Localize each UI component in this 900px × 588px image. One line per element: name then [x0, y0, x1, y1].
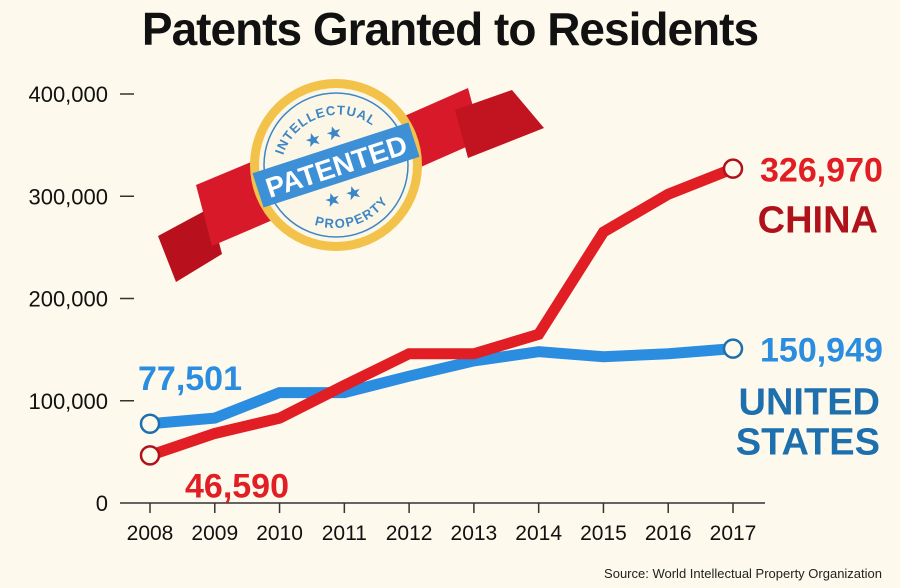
x-tick-label: 2014	[515, 522, 562, 545]
star-icon	[305, 133, 320, 148]
ribbon-right-tail	[455, 90, 544, 158]
data-point-marker	[139, 413, 161, 435]
source-note: Source: World Intellectual Property Orga…	[604, 566, 882, 581]
patented-badge-illustration: INTELLECTUAL PROPERTY PATENTED	[158, 79, 544, 282]
y-tick-label: 300,000	[28, 184, 108, 209]
chart-title: Patents Granted to Residents	[141, 3, 759, 55]
ribbon-left-tail	[158, 208, 222, 282]
x-tick-label: 2010	[256, 522, 303, 545]
y-tick-label: 400,000	[28, 82, 108, 107]
data-point-marker	[139, 445, 161, 466]
x-tick-label: 2011	[322, 522, 367, 545]
china-series-name: CHINA	[758, 200, 878, 242]
x-tick-label: 2015	[580, 522, 627, 545]
us-start-value-label: 77,501	[138, 360, 242, 398]
star-icon	[346, 186, 361, 201]
y-tick-label: 100,000	[28, 389, 108, 414]
badge-outer-ring	[263, 92, 409, 238]
data-point-marker	[722, 158, 744, 179]
series-line-united-states	[149, 343, 734, 430]
y-tick-label: 200,000	[28, 287, 108, 312]
star-icon	[326, 126, 341, 141]
badge-banner	[252, 122, 420, 208]
x-tick-label: 2009	[191, 522, 238, 545]
us-series-name-line1: UNITED	[739, 382, 880, 424]
us-series-name-line2: STATES	[736, 422, 880, 464]
china-start-value-label: 46,590	[185, 467, 289, 505]
data-point-marker	[722, 338, 744, 359]
x-tick-label: 2013	[451, 522, 498, 545]
star-icon	[325, 193, 340, 208]
axes: 2008 2009 2010 2011 2012 2013 2014 2015 2016 2017…	[28, 82, 765, 545]
series-group	[139, 158, 744, 466]
y-tick-label: 0	[96, 491, 108, 516]
x-tick-label: 2016	[645, 522, 692, 545]
china-end-value-label: 326,970	[760, 152, 883, 190]
us-end-value-label: 150,949	[760, 332, 883, 370]
x-tick-label: 2008	[127, 522, 174, 545]
x-tick-label: 2012	[386, 522, 433, 545]
series-line-china	[148, 163, 736, 461]
x-tick-label: 2017	[710, 522, 757, 545]
